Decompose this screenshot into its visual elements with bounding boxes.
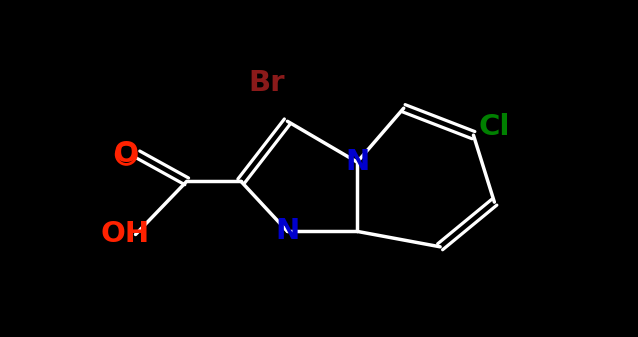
Text: Br: Br — [249, 69, 285, 97]
Text: N: N — [276, 217, 300, 245]
Text: O: O — [114, 141, 138, 168]
Text: N: N — [345, 148, 369, 176]
Text: Cl: Cl — [479, 113, 510, 141]
Text: OH: OH — [100, 220, 149, 248]
